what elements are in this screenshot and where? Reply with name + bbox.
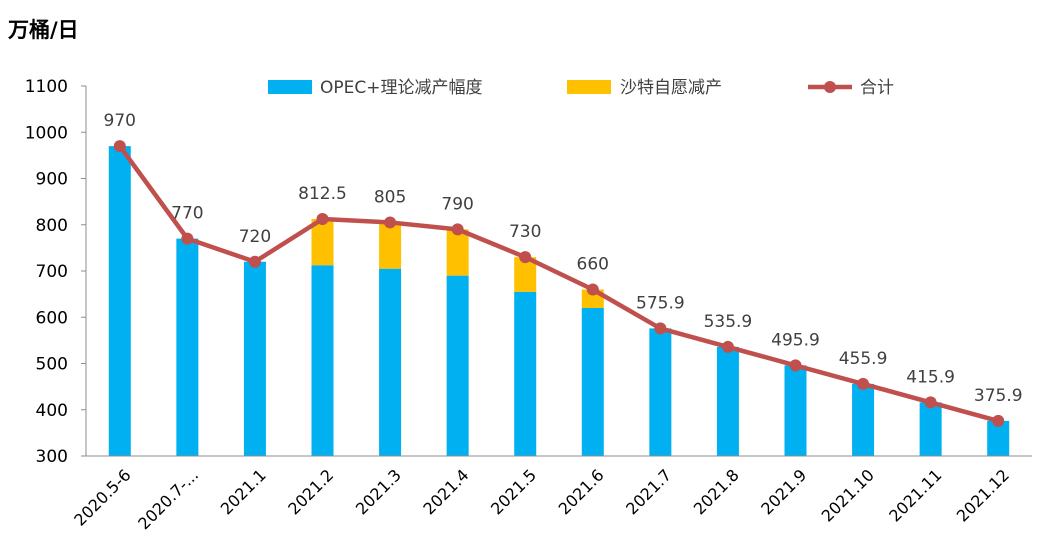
bar-opec-2021.1 bbox=[243, 261, 266, 456]
y-tick-label: 700 bbox=[36, 262, 68, 282]
total-line-path bbox=[117, 144, 999, 424]
data-labels: 970 770 720 812.5 805 790 730 660 575.9 535.9 495.… bbox=[104, 111, 1023, 406]
bar-opec-2021.5 bbox=[514, 291, 537, 456]
bar-opec-2021.3 bbox=[379, 268, 402, 456]
legend-label-opec: OPEC+理论减产幅度 bbox=[320, 78, 483, 98]
x-tick-label: 2021.10 bbox=[818, 465, 878, 525]
legend-label-saudi: 沙特自愿减产 bbox=[620, 78, 722, 98]
total-point-2020.7-... bbox=[181, 232, 194, 245]
legend-swatch-saudi bbox=[567, 80, 611, 94]
total-point-2021.1 bbox=[248, 255, 261, 268]
total-point-2021.11 bbox=[924, 396, 937, 409]
bar-opec-2020.7-... bbox=[176, 238, 199, 456]
x-tick-label: 2021.4 bbox=[419, 465, 472, 518]
total-point-2021.7 bbox=[654, 322, 667, 335]
y-axis-ticks: 300 400 500 600 700 800 900 1000 1100 bbox=[25, 77, 86, 467]
data-label: 575.9 bbox=[636, 293, 685, 313]
x-tick-label: 2021.1 bbox=[217, 465, 270, 518]
total-point-2020.5-6 bbox=[113, 140, 126, 153]
bar-saudi-2021.3 bbox=[379, 222, 402, 269]
bar-opec-2020.5-6 bbox=[108, 146, 131, 456]
data-label: 805 bbox=[374, 187, 406, 207]
y-tick-label: 400 bbox=[36, 401, 68, 421]
bars bbox=[108, 146, 1010, 456]
data-label: 455.9 bbox=[839, 349, 888, 369]
data-label: 660 bbox=[577, 255, 609, 275]
y-tick-label: 500 bbox=[36, 355, 68, 375]
x-axis-ticks: 2020.5-6 2020.7-... 2021.1 2021.2 2021.3 2021… bbox=[70, 465, 1013, 533]
bar-opec-2021.7 bbox=[649, 328, 672, 456]
bar-opec-2021.9 bbox=[784, 365, 807, 456]
total-point-2021.12 bbox=[992, 414, 1005, 427]
bar-opec-2021.12 bbox=[987, 420, 1010, 456]
x-tick-label: 2021.9 bbox=[757, 465, 810, 518]
x-tick-label: 2021.11 bbox=[885, 465, 945, 525]
data-label: 535.9 bbox=[704, 312, 753, 332]
y-axis-unit-label: 万桶/日 bbox=[8, 18, 79, 42]
total-point-2021.10 bbox=[857, 377, 870, 390]
x-tick-label: 2021.12 bbox=[953, 465, 1013, 525]
y-tick-label: 1100 bbox=[25, 77, 68, 97]
bar-opec-2021.11 bbox=[919, 402, 942, 456]
total-point-2021.6 bbox=[586, 283, 599, 296]
total-line bbox=[113, 140, 1005, 427]
bar-opec-2021.4 bbox=[446, 275, 469, 456]
bar-saudi-2021.2 bbox=[311, 218, 334, 266]
total-point-2021.3 bbox=[384, 216, 397, 229]
x-tick-label: 2021.3 bbox=[352, 465, 405, 518]
total-point-2021.8 bbox=[721, 340, 734, 353]
x-tick-label: 2020.5-6 bbox=[70, 465, 134, 529]
y-tick-label: 900 bbox=[36, 170, 68, 190]
data-label: 495.9 bbox=[771, 330, 820, 350]
data-label: 415.9 bbox=[906, 367, 955, 387]
data-label: 812.5 bbox=[298, 184, 347, 204]
total-point-2021.4 bbox=[451, 223, 464, 236]
bar-saudi-2021.5 bbox=[514, 257, 537, 292]
bar-opec-2021.2 bbox=[311, 265, 334, 456]
data-label: 720 bbox=[239, 227, 271, 247]
data-label: 770 bbox=[171, 204, 203, 224]
bar-saudi-2021.4 bbox=[446, 229, 469, 276]
data-label: 790 bbox=[441, 194, 473, 214]
bar-opec-2021.10 bbox=[852, 383, 875, 456]
bar-opec-2021.8 bbox=[716, 346, 739, 456]
x-tick-label: 2021.8 bbox=[690, 465, 743, 518]
y-tick-label: 1000 bbox=[25, 123, 68, 143]
total-point-2021.5 bbox=[519, 251, 532, 264]
legend-label-total: 合计 bbox=[860, 78, 894, 98]
total-point-2021.9 bbox=[789, 359, 802, 372]
x-tick-label: 2021.6 bbox=[555, 465, 608, 518]
y-tick-label: 600 bbox=[36, 308, 68, 328]
total-point-2021.2 bbox=[316, 212, 329, 225]
x-tick-label: 2020.7-... bbox=[134, 465, 202, 533]
bar-opec-2021.6 bbox=[581, 308, 604, 456]
y-tick-label: 800 bbox=[36, 216, 68, 236]
legend-marker-total bbox=[824, 81, 836, 93]
axes bbox=[85, 86, 1032, 457]
data-label: 375.9 bbox=[974, 386, 1023, 406]
data-label: 730 bbox=[509, 222, 541, 242]
x-tick-label: 2021.2 bbox=[284, 465, 337, 518]
y-tick-label: 300 bbox=[36, 447, 68, 467]
legend-swatch-opec bbox=[268, 80, 312, 94]
legend: OPEC+理论减产幅度 沙特自愿减产 合计 bbox=[268, 78, 894, 98]
data-label: 970 bbox=[104, 111, 136, 131]
x-tick-label: 2021.7 bbox=[622, 465, 675, 518]
x-tick-label: 2021.5 bbox=[487, 465, 540, 518]
